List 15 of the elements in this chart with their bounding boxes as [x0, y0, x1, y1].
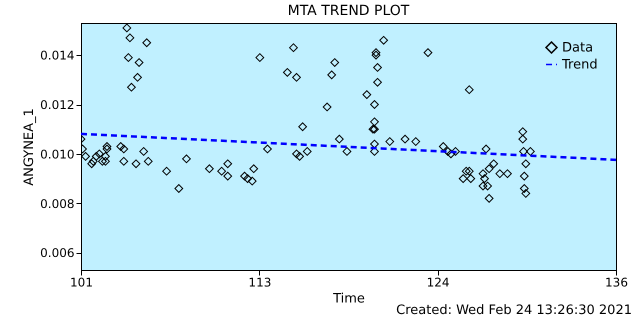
x-tick-label: 113 [248, 276, 272, 290]
x-tick-label: 101 [70, 276, 93, 290]
y-tick-label: 0.014 [40, 48, 74, 63]
x-tick-label: 136 [605, 276, 628, 290]
y-tick-label: 0.012 [40, 98, 74, 112]
chart-title: MTA TREND PLOT [288, 3, 410, 19]
x-tick-label: 124 [426, 276, 450, 290]
y-axis-title: ANGYNEA_1 [22, 108, 38, 186]
y-tick-label: 0.010 [40, 147, 74, 162]
x-axis-title: Time [332, 292, 365, 306]
text: Created: Wed Feb 24 13:26:30 2021 [396, 303, 632, 318]
y-tick-label: 0.006 [40, 246, 74, 260]
legend-label: Data [562, 40, 594, 56]
legend-label: Trend [561, 58, 598, 72]
y-tick-label: 0.008 [40, 196, 74, 211]
